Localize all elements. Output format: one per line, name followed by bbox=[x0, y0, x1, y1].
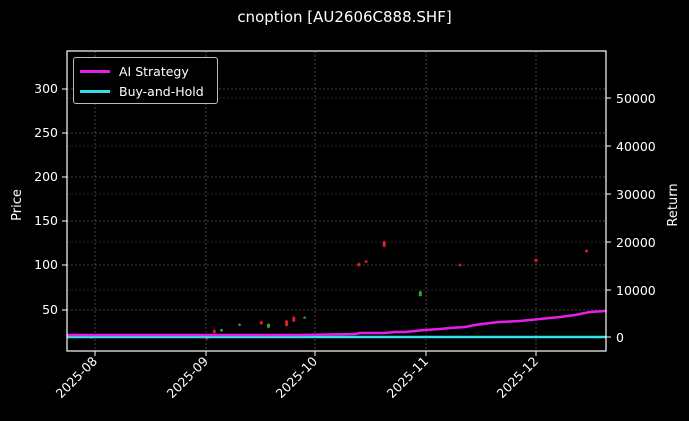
candle-body bbox=[292, 317, 296, 322]
left-tick-labels: 50 100 150 200 250 300 bbox=[34, 81, 58, 317]
buy-and-hold-swatch-icon bbox=[80, 89, 110, 93]
candle-body bbox=[382, 241, 386, 247]
y-axis-label-right: Return bbox=[666, 183, 681, 226]
grid bbox=[67, 51, 606, 351]
svg-text:50: 50 bbox=[42, 302, 58, 317]
svg-text:2025-11: 2025-11 bbox=[384, 354, 432, 402]
candle-body bbox=[585, 250, 589, 252]
svg-text:300: 300 bbox=[34, 81, 58, 96]
ai-strategy-swatch-icon bbox=[80, 69, 110, 73]
plot-frame bbox=[66, 50, 607, 352]
svg-text:2025-10: 2025-10 bbox=[273, 353, 321, 401]
candle-body bbox=[418, 291, 422, 296]
candle-body bbox=[267, 324, 271, 328]
svg-text:2025-08: 2025-08 bbox=[53, 353, 101, 401]
y-axis-label-left: Price bbox=[10, 189, 25, 221]
candle-body bbox=[458, 264, 462, 266]
candle-body bbox=[238, 324, 242, 326]
candle-body bbox=[357, 263, 361, 266]
candle-body bbox=[534, 258, 538, 262]
svg-text:40000: 40000 bbox=[616, 139, 656, 154]
svg-text:2025-09: 2025-09 bbox=[164, 353, 212, 401]
legend-label: Buy-and-Hold bbox=[119, 83, 204, 99]
legend: AI Strategy Buy-and-Hold bbox=[73, 57, 218, 104]
bottom-ticks bbox=[94, 351, 537, 356]
svg-text:0: 0 bbox=[616, 330, 624, 345]
bottom-tick-labels: 2025-08 2025-09 2025-10 2025-11 2025-12 bbox=[53, 353, 542, 401]
ai-strategy-line bbox=[67, 309, 607, 337]
candle-body bbox=[364, 260, 368, 263]
right-ticks bbox=[606, 97, 611, 338]
legend-item-buy-and-hold: Buy-and-Hold bbox=[80, 83, 204, 99]
legend-item-ai-strategy: AI Strategy bbox=[80, 63, 189, 79]
svg-text:10000: 10000 bbox=[616, 283, 656, 298]
svg-text:150: 150 bbox=[34, 213, 58, 228]
right-tick-labels: 0 10000 20000 30000 40000 50000 bbox=[616, 91, 656, 345]
svg-text:20000: 20000 bbox=[616, 235, 656, 250]
candle-body bbox=[285, 320, 289, 326]
candle-body bbox=[259, 321, 263, 325]
left-ticks bbox=[62, 88, 67, 311]
candle-body bbox=[220, 329, 224, 332]
svg-text:100: 100 bbox=[34, 257, 58, 272]
candle-body bbox=[212, 330, 216, 333]
chart-title: cnoption [AU2606C888.SHF] bbox=[237, 8, 452, 26]
legend-label: AI Strategy bbox=[119, 63, 189, 79]
candle-body bbox=[303, 317, 307, 319]
svg-text:200: 200 bbox=[34, 169, 58, 184]
svg-text:2025-12: 2025-12 bbox=[494, 354, 542, 402]
svg-text:30000: 30000 bbox=[616, 187, 656, 202]
svg-text:250: 250 bbox=[34, 125, 58, 140]
svg-text:50000: 50000 bbox=[616, 91, 656, 106]
